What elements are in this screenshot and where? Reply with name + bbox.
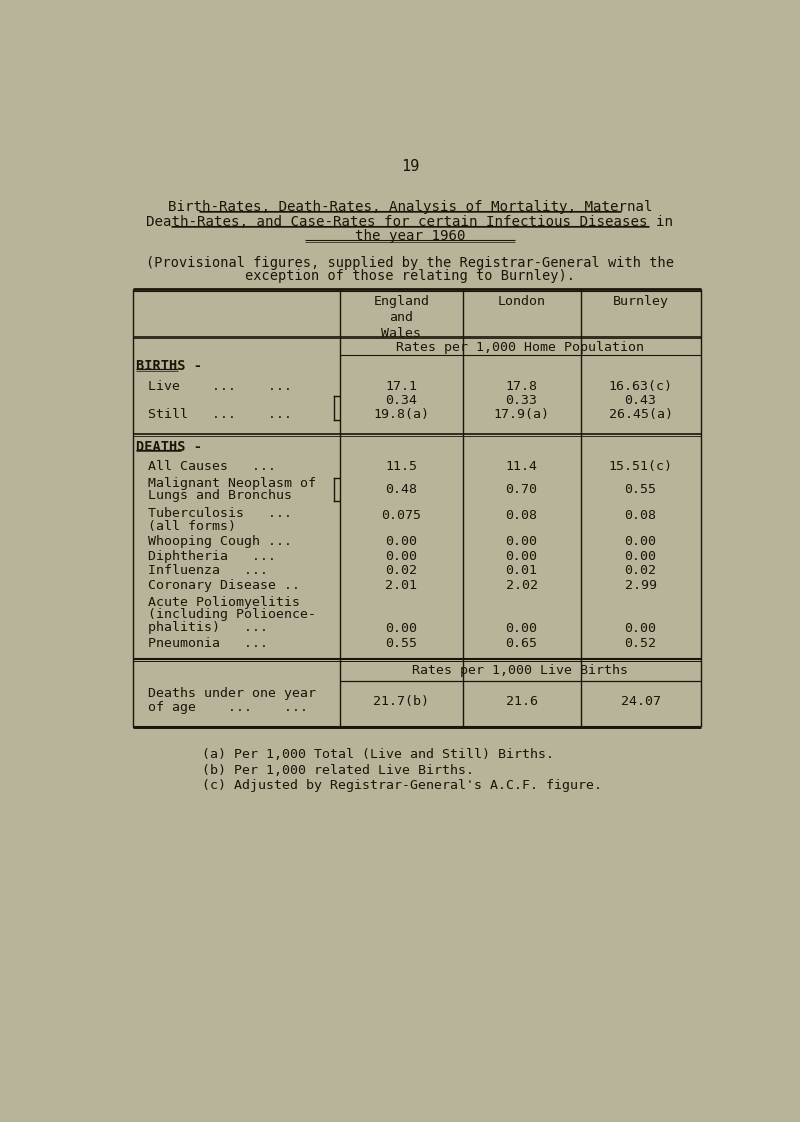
Text: 26.45(a): 26.45(a) [609,408,673,421]
Text: 0.70: 0.70 [506,484,538,496]
Text: 17.9(a): 17.9(a) [494,408,550,421]
Text: 0.00: 0.00 [386,622,418,635]
Text: (a) Per 1,000 Total (Live and Still) Births.: (a) Per 1,000 Total (Live and Still) Bir… [202,748,554,762]
Text: 19.8(a): 19.8(a) [374,408,430,421]
Text: 0.34: 0.34 [386,394,418,407]
Text: (all forms): (all forms) [148,519,236,533]
Text: 11.4: 11.4 [506,460,538,472]
Text: (b) Per 1,000 related Live Births.: (b) Per 1,000 related Live Births. [202,764,474,776]
Text: Whooping Cough ...: Whooping Cough ... [148,535,292,548]
Text: 0.02: 0.02 [386,564,418,578]
Text: Influenza   ...: Influenza ... [148,564,268,578]
Text: Death-Rates, and Case-Rates for certain Infectious Diseases in: Death-Rates, and Case-Rates for certain … [146,214,674,229]
Text: 0.52: 0.52 [625,637,657,651]
Text: 2.99: 2.99 [625,579,657,592]
Text: 0.02: 0.02 [625,564,657,578]
Text: Coronary Disease ..: Coronary Disease .. [148,579,300,592]
Text: 0.00: 0.00 [506,535,538,548]
Text: 0.55: 0.55 [386,637,418,651]
Text: 21.7(b): 21.7(b) [374,696,430,708]
Text: BIRTHS -: BIRTHS - [136,359,202,374]
Text: 11.5: 11.5 [386,460,418,472]
Text: Rates per 1,000 Home Population: Rates per 1,000 Home Population [397,341,645,355]
Text: 2.01: 2.01 [386,579,418,592]
Text: Deaths under one year: Deaths under one year [148,687,316,700]
Text: 0.08: 0.08 [625,509,657,522]
Text: Lungs and Bronchus: Lungs and Bronchus [148,489,292,502]
Text: Still   ...    ...: Still ... ... [148,408,292,421]
Text: 0.33: 0.33 [506,394,538,407]
Text: 0.43: 0.43 [625,394,657,407]
Text: 0.55: 0.55 [625,484,657,496]
Text: 0.075: 0.075 [382,509,422,522]
Text: Burnley: Burnley [613,295,669,307]
Text: the year 1960: the year 1960 [354,229,466,243]
Text: 17.1: 17.1 [386,379,418,393]
Text: DEATHS -: DEATHS - [136,440,202,453]
Text: (c) Adjusted by Registrar-General's A.C.F. figure.: (c) Adjusted by Registrar-General's A.C.… [202,779,602,792]
Text: Birth-Rates, Death-Rates, Analysis of Mortality, Maternal: Birth-Rates, Death-Rates, Analysis of Mo… [168,200,652,214]
Text: exception of those relating to Burnley).: exception of those relating to Burnley). [245,269,575,284]
Text: 0.48: 0.48 [386,484,418,496]
Text: (Provisional figures, supplied by the Registrar-General with the: (Provisional figures, supplied by the Re… [146,256,674,270]
Text: All Causes   ...: All Causes ... [148,460,276,472]
Text: Pneumonia   ...: Pneumonia ... [148,637,268,651]
Text: Tuberculosis   ...: Tuberculosis ... [148,507,292,521]
Text: 21.6: 21.6 [506,696,538,708]
Text: 0.00: 0.00 [506,550,538,562]
Text: Live    ...    ...: Live ... ... [148,379,292,393]
Text: 16.63(c): 16.63(c) [609,379,673,393]
Text: 19: 19 [401,159,419,174]
Text: 0.00: 0.00 [386,550,418,562]
Text: Acute Poliomyelitis: Acute Poliomyelitis [148,596,300,609]
Text: 0.00: 0.00 [625,535,657,548]
Text: (including Polioence-: (including Polioence- [148,608,316,622]
Text: London: London [498,295,546,307]
Text: Rates per 1,000 Live Births: Rates per 1,000 Live Births [413,663,629,677]
Text: 0.00: 0.00 [386,535,418,548]
Text: of age    ...    ...: of age ... ... [148,700,308,714]
Text: Malignant Neoplasm of: Malignant Neoplasm of [148,477,316,489]
Text: England
and
Wales: England and Wales [374,295,430,340]
Text: 24.07: 24.07 [621,696,661,708]
Text: 0.65: 0.65 [506,637,538,651]
Text: 0.08: 0.08 [506,509,538,522]
Text: 2.02: 2.02 [506,579,538,592]
Text: 0.01: 0.01 [506,564,538,578]
Text: 0.00: 0.00 [625,550,657,562]
Text: 0.00: 0.00 [506,622,538,635]
Text: 15.51(c): 15.51(c) [609,460,673,472]
Text: Diphtheria   ...: Diphtheria ... [148,550,276,562]
Text: 17.8: 17.8 [506,379,538,393]
Text: 0.00: 0.00 [625,622,657,635]
Text: phalitis)   ...: phalitis) ... [148,620,268,634]
